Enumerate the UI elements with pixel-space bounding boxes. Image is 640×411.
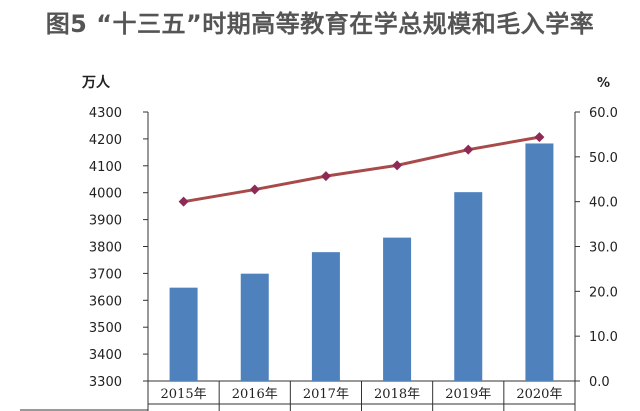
left-tick-label: 3700 bbox=[89, 267, 122, 282]
left-tick-label: 4100 bbox=[89, 160, 122, 175]
right-tick-label: 30.0 bbox=[589, 241, 618, 256]
tick-labels: 3300 3400 3500 3600 3700 3800 3900 4000 4100 4200… bbox=[89, 106, 618, 402]
category-label: 2020年 bbox=[516, 387, 562, 402]
right-tick-label: 20.0 bbox=[589, 285, 618, 300]
bar bbox=[240, 273, 269, 381]
category-label: 2019年 bbox=[445, 387, 491, 402]
bar bbox=[454, 192, 483, 381]
line-point bbox=[249, 184, 260, 195]
line-point bbox=[392, 160, 403, 171]
right-tick-label: 60.0 bbox=[589, 106, 618, 121]
left-axis-label: 万人 bbox=[82, 75, 110, 91]
right-tick-label: 50.0 bbox=[589, 151, 618, 166]
left-tick-label: 3500 bbox=[89, 321, 122, 336]
bar-series bbox=[169, 143, 554, 381]
bar bbox=[311, 252, 340, 381]
chart-title: 图5 “十三五”时期高等教育在学总规模和毛入学率 bbox=[45, 10, 595, 38]
left-tick-label: 4300 bbox=[89, 106, 122, 121]
line-point bbox=[178, 196, 189, 207]
right-tick-label: 10.0 bbox=[589, 330, 618, 345]
right-tick-label: 0.0 bbox=[589, 375, 610, 390]
line-point bbox=[320, 171, 331, 182]
left-tick-label: 3600 bbox=[89, 294, 122, 309]
line-series bbox=[178, 132, 545, 207]
left-tick-label: 3900 bbox=[89, 214, 122, 229]
category-label: 2017年 bbox=[303, 387, 349, 402]
category-label: 2018年 bbox=[374, 387, 420, 402]
right-tick-label: 40.0 bbox=[589, 196, 618, 211]
category-label: 2015年 bbox=[161, 387, 207, 402]
bar bbox=[383, 237, 412, 381]
category-label: 2016年 bbox=[232, 387, 278, 402]
axes bbox=[20, 111, 580, 411]
left-tick-label: 3800 bbox=[89, 241, 122, 256]
left-tick-label: 3400 bbox=[89, 348, 122, 363]
line-path bbox=[183, 135, 540, 204]
bar bbox=[525, 143, 554, 381]
bar bbox=[169, 287, 198, 381]
left-tick-label: 3300 bbox=[89, 375, 122, 390]
left-tick-label: 4000 bbox=[89, 187, 122, 202]
line-point bbox=[534, 132, 545, 143]
line-point bbox=[463, 144, 474, 155]
left-tick-label: 4200 bbox=[89, 133, 122, 148]
right-axis-label: % bbox=[597, 76, 611, 91]
